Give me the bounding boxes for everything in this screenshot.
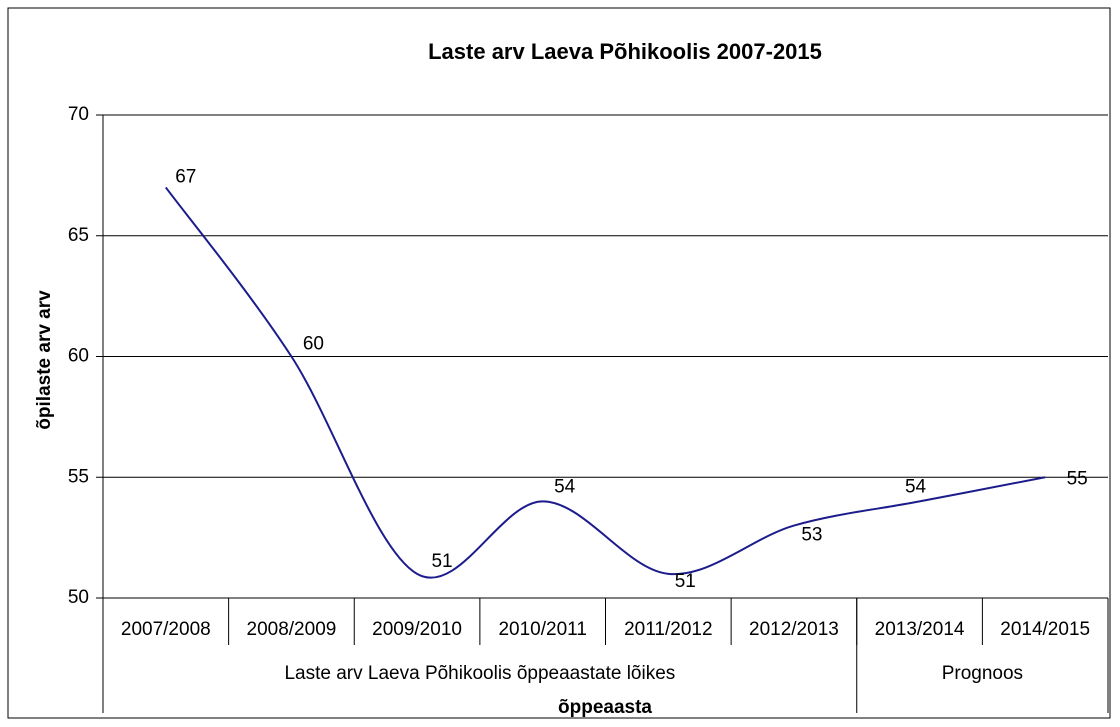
data-label: 54 — [554, 476, 576, 497]
x-tick-label: 2010/2011 — [498, 619, 586, 640]
data-label: 60 — [303, 334, 324, 355]
x-tick-label: 2012/2013 — [749, 619, 839, 640]
group-label: Prognoos — [942, 663, 1023, 684]
chart-border — [7, 7, 1111, 719]
x-tick-label: 2008/2009 — [247, 619, 337, 640]
y-tick-label: 55 — [68, 466, 89, 487]
chart-title: Laste arv Laeva Põhikoolis 2007-2015 — [428, 39, 822, 64]
x-tick-label: 2007/2008 — [121, 619, 211, 640]
y-tick-label: 50 — [68, 587, 89, 608]
y-tick-label: 60 — [68, 346, 89, 367]
x-axis-label: õppeaasta — [558, 697, 652, 718]
x-tick-label: 2011/2012 — [624, 619, 712, 640]
data-label: 67 — [175, 166, 196, 187]
y-axis-label: õpilaste arv arv — [34, 290, 55, 430]
data-label: 54 — [905, 476, 927, 497]
x-tick-label: 2013/2014 — [875, 619, 965, 640]
y-tick-label: 70 — [68, 104, 89, 125]
group-label: Laste arv Laeva Põhikoolis õppeaastate l… — [284, 663, 675, 684]
data-label: 53 — [801, 525, 822, 546]
data-label: 51 — [431, 551, 452, 572]
line-series — [165, 186, 1046, 579]
x-tick-label: 2009/2010 — [372, 619, 462, 640]
x-tick-label: 2014/2015 — [1000, 619, 1090, 640]
data-label: 55 — [1067, 468, 1088, 489]
y-tick-label: 65 — [68, 225, 89, 246]
data-label: 51 — [675, 571, 696, 592]
